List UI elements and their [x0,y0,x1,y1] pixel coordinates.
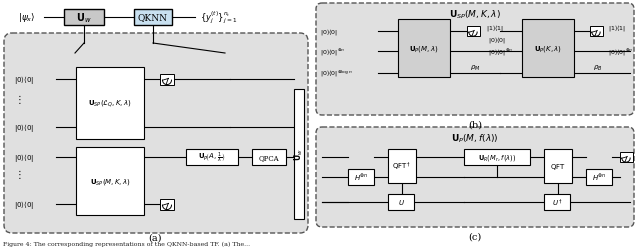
Text: $\mathbf{U}_P\!\left(A,\frac{1}{\lambda}\right)$: $\mathbf{U}_P\!\left(A,\frac{1}{\lambda}… [198,150,226,164]
Text: $\mathrm{QFT}$: $\mathrm{QFT}$ [550,161,566,171]
Text: $\rho_M$: $\rho_M$ [470,63,480,72]
Bar [522,20,574,78]
Bar [348,169,374,185]
Text: $\mathbf{U}_P(M,\lambda)$: $\mathbf{U}_P(M,\lambda)$ [409,44,439,54]
Text: $\mathbf{U}_w$: $\mathbf{U}_w$ [76,11,92,25]
Bar [294,90,304,219]
Text: $\mathbf{U}_w$: $\mathbf{U}_w$ [292,148,305,161]
Text: (c): (c) [468,232,482,240]
Bar [160,74,174,85]
Text: $|0\rangle\langle0|^{\otimes\log n}$: $|0\rangle\langle0|^{\otimes\log n}$ [320,69,353,79]
Bar [160,199,174,210]
Text: $|0\rangle\langle0|^{\otimes n}$: $|0\rangle\langle0|^{\otimes n}$ [488,47,513,57]
Text: $|0\rangle\langle0|$: $|0\rangle\langle0|$ [14,122,34,134]
Text: $\vdots$: $\vdots$ [14,93,21,106]
Text: $|0\rangle\langle0|^{\otimes n}$: $|0\rangle\langle0|^{\otimes n}$ [320,47,345,57]
Text: $|0\rangle\langle0|^{\otimes n}$: $|0\rangle\langle0|^{\otimes n}$ [608,47,633,57]
Text: $\mathbf{U}_P(M,f(\lambda))$: $\mathbf{U}_P(M,f(\lambda))$ [451,132,499,145]
Text: $\mathbf{U}_{SP}(M,K,\lambda)$: $\mathbf{U}_{SP}(M,K,\lambda)$ [449,9,501,21]
FancyBboxPatch shape [4,34,308,233]
Text: $|0\rangle\langle0|$: $|0\rangle\langle0|$ [14,74,34,86]
Bar [134,10,172,26]
Text: $\vdots$: $\vdots$ [14,168,21,181]
Text: $|0\rangle\langle0|$: $|0\rangle\langle0|$ [320,27,339,37]
Text: $|1\rangle\langle1|$: $|1\rangle\langle1|$ [486,23,504,33]
Text: $|0\rangle\langle0|$: $|0\rangle\langle0|$ [14,198,34,210]
Bar [544,150,572,183]
Bar [467,27,479,37]
Text: $|1\rangle\langle1|$: $|1\rangle\langle1|$ [608,23,627,33]
Text: $|\psi_x\rangle$: $|\psi_x\rangle$ [18,12,36,24]
Text: QPCA: QPCA [259,154,279,161]
Bar [620,152,632,162]
Bar [398,20,450,78]
Text: Figure 4: The corresponding representations of the QKNN-based TF. (a) The...: Figure 4: The corresponding representati… [3,240,250,246]
Text: $\mathbf{U}_R(M_r,f(\lambda))$: $\mathbf{U}_R(M_r,f(\lambda))$ [478,152,516,162]
Text: (a): (a) [148,232,162,241]
Bar [388,150,416,183]
Text: $\mathbf{U}_P(K,\lambda)$: $\mathbf{U}_P(K,\lambda)$ [534,44,562,54]
Bar [388,194,414,210]
Text: $U^\dagger$: $U^\dagger$ [552,196,563,208]
Text: $U$: $U$ [397,198,404,207]
Bar [252,150,286,165]
Text: $|0\rangle\langle0|$: $|0\rangle\langle0|$ [14,152,34,163]
Text: $H^{\otimes n}$: $H^{\otimes n}$ [354,172,368,182]
Text: QKNN: QKNN [138,14,168,22]
Text: $\mathrm{QFT}^\dagger$: $\mathrm{QFT}^\dagger$ [392,160,412,172]
Bar [76,148,144,215]
Text: (b): (b) [468,120,482,129]
Bar [64,10,104,26]
Text: $\mathbf{U}_{SP}(\mathcal{L}_Q,K,\lambda)$: $\mathbf{U}_{SP}(\mathcal{L}_Q,K,\lambda… [88,98,132,109]
Bar [544,194,570,210]
Bar [76,68,144,140]
Bar [589,27,602,37]
Text: $\mathbf{U}_{SP}(M,K,\lambda)$: $\mathbf{U}_{SP}(M,K,\lambda)$ [90,176,131,186]
Bar [464,150,530,165]
Text: $|0\rangle\langle0|$: $|0\rangle\langle0|$ [488,35,506,45]
Text: $\rho_B$: $\rho_B$ [593,63,603,72]
Bar [586,169,612,185]
Bar [186,150,238,165]
Text: $H^{\otimes n}$: $H^{\otimes n}$ [592,172,606,182]
Text: $\{y_j^{(t)}\}_{j=1}^{n_t}$: $\{y_j^{(t)}\}_{j=1}^{n_t}$ [200,10,237,26]
FancyBboxPatch shape [316,128,634,227]
FancyBboxPatch shape [316,4,634,116]
